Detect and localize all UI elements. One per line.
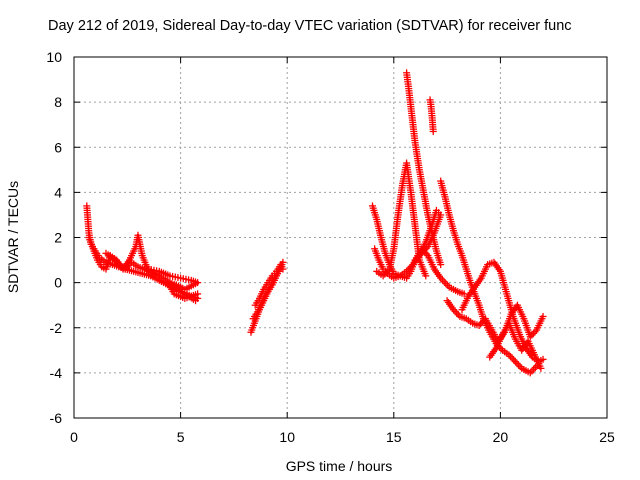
data-point: [437, 261, 445, 269]
series-pass-4a: [403, 69, 445, 269]
x-tick-label: 20: [493, 429, 509, 445]
axis-layer: 0 5 10 15 20 25 -6 -4 -2 0 2 4 6 8 10: [46, 49, 615, 445]
data-point: [511, 358, 519, 366]
y-tick-label: 0: [54, 275, 62, 291]
series-pass-3c: [373, 159, 430, 280]
data-point: [537, 364, 545, 372]
x-tick-label: 25: [599, 429, 615, 445]
series-pass-1b: [85, 231, 159, 280]
data-points: [83, 69, 547, 377]
data-point: [515, 361, 523, 369]
y-tick-label: -2: [50, 320, 63, 336]
data-point: [429, 127, 437, 135]
data-point: [513, 359, 521, 367]
data-point: [507, 353, 515, 361]
data-point: [529, 329, 537, 337]
x-tick-label: 10: [279, 429, 295, 445]
x-tick-label: 15: [386, 429, 402, 445]
data-point: [279, 265, 287, 273]
y-tick-label: -4: [50, 365, 63, 381]
y-tick-label: 4: [54, 184, 62, 200]
data-point: [510, 356, 518, 364]
y-axis-label: SDTVAR / TECUs: [5, 181, 21, 293]
data-point: [539, 312, 547, 320]
data-point: [539, 355, 547, 363]
data-point: [453, 309, 461, 317]
data-point: [508, 354, 516, 362]
series-pass-2c: [251, 261, 287, 309]
series-pass-4e: [443, 297, 547, 345]
series-pass-4b: [426, 96, 437, 135]
y-tick-label: 10: [46, 49, 62, 65]
y-tick-label: 6: [54, 139, 62, 155]
x-tick-label: 5: [177, 429, 185, 445]
x-axis-label: GPS time / hours: [286, 458, 393, 474]
series-pass-4f: [486, 319, 545, 372]
series-pass-1d: [145, 265, 202, 302]
data-point: [422, 272, 430, 280]
x-tick-label: 0: [70, 429, 78, 445]
grid-layer: [74, 57, 607, 418]
y-tick-label: 8: [54, 94, 62, 110]
data-point: [194, 290, 202, 298]
chart-title: Day 212 of 2019, Sidereal Day-to-day VTE…: [48, 18, 572, 34]
y-tick-label: 2: [54, 230, 62, 246]
y-tick-label: -6: [50, 410, 63, 426]
